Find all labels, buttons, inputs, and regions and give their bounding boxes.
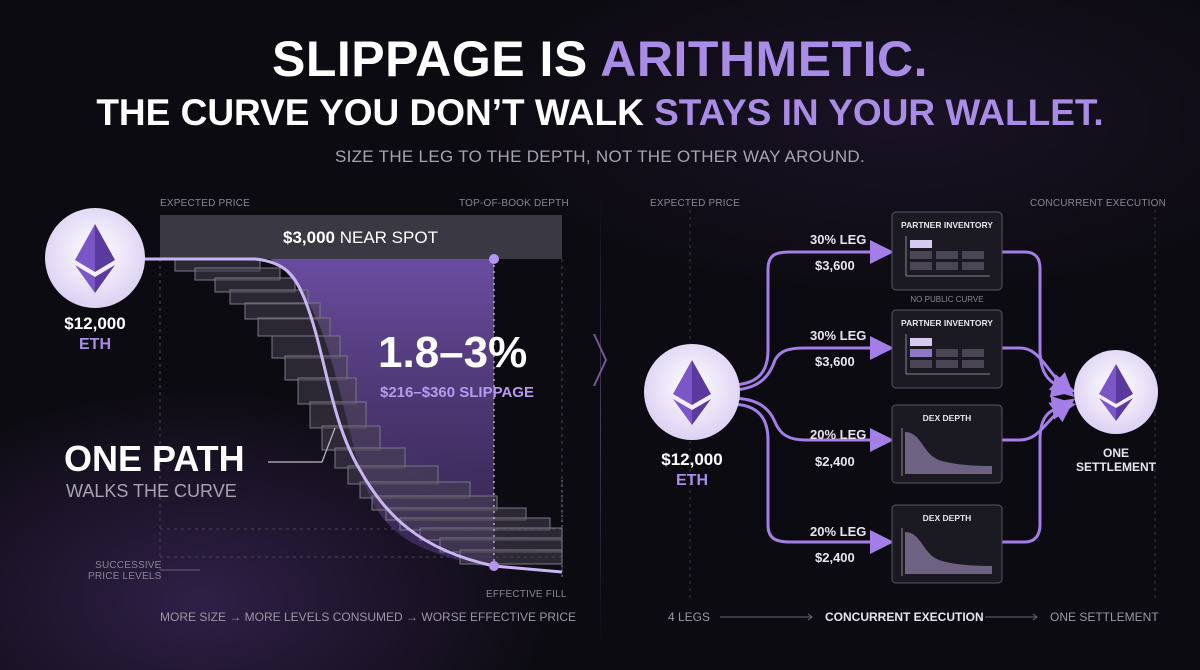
right-token-amount: $12,000 bbox=[661, 450, 723, 469]
inventory-bars-1 bbox=[905, 236, 990, 277]
left-token-symbol: ETH bbox=[79, 336, 111, 353]
left-expected-price-label: EXPECTED PRICE bbox=[160, 198, 251, 209]
ethereum-icon bbox=[673, 360, 711, 425]
effective-fill-label: EFFECTIVE FILL bbox=[486, 589, 567, 600]
inventory-bars-2 bbox=[905, 334, 990, 375]
slippage-percent: 1.8–3% bbox=[378, 328, 528, 377]
top-of-book-label: TOP-OF-BOOK DEPTH bbox=[459, 198, 569, 209]
headline-line-1: SLIPPAGE IS ARITHMETIC. bbox=[272, 31, 928, 87]
leg-2-percent: 30% LEG bbox=[810, 328, 867, 343]
venue-4-title: DEX DEPTH bbox=[922, 513, 972, 523]
footer-legs: 4 LEGS bbox=[668, 610, 711, 624]
panel-divider bbox=[600, 195, 601, 645]
no-public-curve-label: NO PUBLIC CURVE bbox=[910, 295, 984, 304]
subtitle: SIZE THE LEG TO THE DEPTH, NOT THE OTHER… bbox=[334, 147, 866, 166]
dex-depth-curve-1 bbox=[905, 432, 992, 474]
dex-depth-curve-2 bbox=[905, 532, 992, 574]
venue-2-title: PARTNER INVENTORY bbox=[901, 318, 993, 328]
leg-1-amount: $3,600 bbox=[815, 258, 855, 273]
right-expected-price-label: EXPECTED PRICE bbox=[650, 198, 741, 209]
spot-price-bar bbox=[160, 215, 562, 259]
venue-card-4 bbox=[891, 504, 1003, 584]
slippage-usd: $216–$360 SLIPPAGE bbox=[380, 384, 534, 401]
leg-3-percent: 20% LEG bbox=[810, 427, 867, 442]
one-path-pointer bbox=[268, 427, 336, 463]
leg-4-percent: 20% LEG bbox=[810, 524, 867, 539]
chevron-right-icon bbox=[593, 333, 608, 387]
venue-card-3 bbox=[891, 404, 1003, 484]
leg-1-percent: 30% LEG bbox=[810, 232, 867, 247]
venue-1-title: PARTNER INVENTORY bbox=[901, 220, 993, 230]
right-token-symbol: ETH bbox=[676, 472, 708, 489]
ethereum-icon bbox=[75, 224, 115, 293]
footer-concurrent: CONCURRENT EXECUTION bbox=[825, 610, 984, 624]
footer-settlement: ONE SETTLEMENT bbox=[1050, 610, 1159, 624]
spot-dot bbox=[489, 254, 499, 264]
routing-diagram bbox=[644, 210, 1158, 621]
settlement-label: ONE SETTLEMENT bbox=[1076, 446, 1156, 474]
left-token-amount: $12,000 bbox=[64, 314, 126, 333]
leg-3-amount: $2,400 bbox=[815, 454, 855, 469]
curve-diagram bbox=[45, 208, 563, 580]
one-path-title: ONE PATH bbox=[64, 438, 245, 479]
price-curve bbox=[130, 257, 563, 574]
left-footer: MORE SIZE → MORE LEVELS CONSUMED → WORSE… bbox=[160, 610, 577, 624]
leg-4-amount: $2,400 bbox=[815, 550, 855, 565]
headline-line-2: THE CURVE YOU DON’T WALK STAYS IN YOUR W… bbox=[96, 92, 1104, 133]
spot-price-label: $3,000 NEAR SPOT bbox=[283, 228, 438, 247]
successive-levels-label: SUCCESSIVE PRICE LEVELS bbox=[88, 560, 162, 582]
flow-lines bbox=[729, 240, 1076, 554]
venue-card-1 bbox=[891, 211, 1003, 291]
ethereum-icon bbox=[1099, 364, 1133, 421]
walks-curve-subtitle: WALKS THE CURVE bbox=[66, 481, 237, 501]
arrow-right-icon bbox=[720, 613, 1038, 621]
fill-dot bbox=[489, 561, 499, 571]
right-concurrent-label: CONCURRENT EXECUTION bbox=[1030, 198, 1167, 209]
venue-card-2 bbox=[891, 309, 1003, 389]
leg-2-amount: $3,600 bbox=[815, 354, 855, 369]
venue-3-title: DEX DEPTH bbox=[922, 413, 972, 423]
